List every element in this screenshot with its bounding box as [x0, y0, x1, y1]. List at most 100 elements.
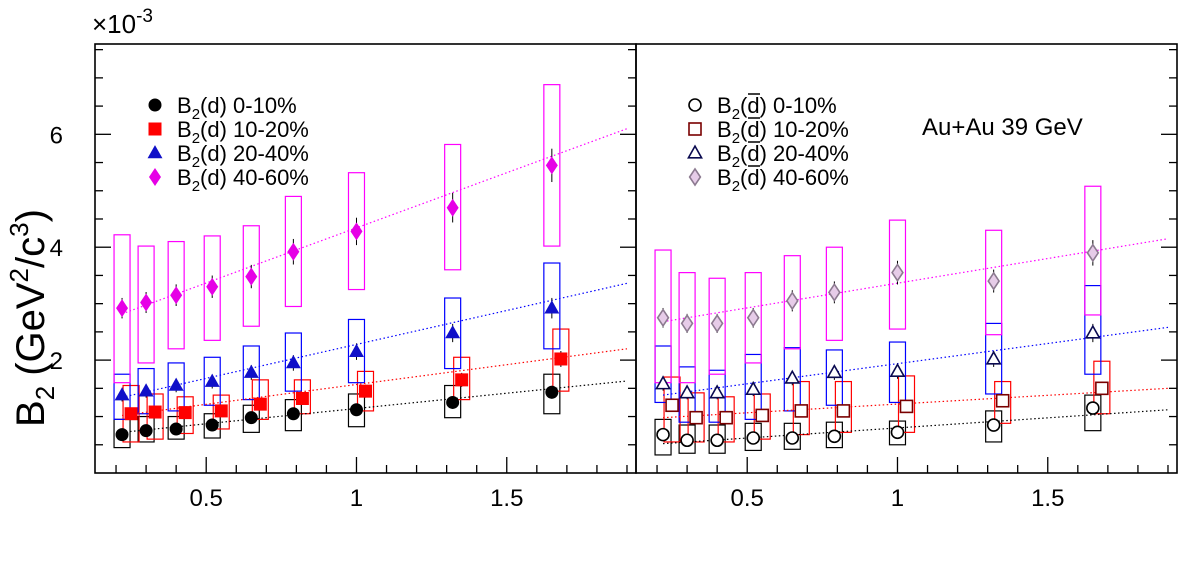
data-point: [170, 286, 183, 305]
sys-band: [203, 356, 221, 406]
x-tick-label: 0.5: [190, 485, 223, 512]
data-point: [148, 405, 162, 419]
data-point: [656, 427, 670, 442]
data-point: [214, 404, 228, 418]
data-point: [139, 424, 153, 438]
panel-right: 0.5 1 1.5 B2(d) 0-10%B2(d) 10-20%B2(d) 20-4…: [635, 43, 1178, 512]
sys-band: [1084, 284, 1102, 375]
fit-line: [662, 326, 1169, 396]
data-point: [719, 410, 733, 425]
legend-marker: [148, 167, 162, 187]
legend-entry: B2(d) 20-40%: [177, 141, 309, 171]
x-tick-label: 1.5: [1031, 485, 1064, 512]
plot-frame: [635, 43, 1178, 474]
sys-band: [744, 272, 762, 364]
legend-marker: [687, 144, 703, 159]
x-tick-label: 1: [891, 485, 904, 512]
sys-band: [137, 245, 155, 364]
data-point: [710, 433, 724, 448]
sys-band: [167, 362, 185, 412]
data-point: [785, 291, 799, 311]
sys-band: [654, 345, 672, 404]
data-point: [206, 277, 219, 296]
legend-entry: B2(d) 0-10%: [717, 93, 837, 123]
data-point: [168, 377, 184, 391]
sys-band: [453, 356, 471, 401]
data-point: [124, 407, 138, 421]
data-point: [828, 282, 841, 302]
sys-band: [543, 84, 561, 247]
data-point: [836, 404, 851, 418]
data-point: [656, 308, 670, 328]
legend-marker: [688, 98, 702, 112]
data-point: [253, 397, 267, 411]
data-point: [679, 384, 696, 399]
data-point: [140, 293, 153, 312]
sys-band: [347, 318, 366, 384]
data-point: [995, 393, 1010, 408]
svg-text:B2(GeV2/c3): B2(GeV2/c3): [4, 209, 60, 427]
sys-band: [985, 229, 1003, 336]
sys-band: [678, 366, 696, 423]
legend: B2(d) 0-10%B2(d) 10-20%B2(d) 20-40%B2(d)…: [687, 93, 849, 195]
fit-line: [121, 282, 628, 398]
legend-entry: B2(d) 40-60%: [717, 165, 849, 195]
data-point: [350, 222, 363, 241]
data-point: [891, 263, 904, 283]
data-point: [285, 355, 301, 369]
data-point: [680, 433, 694, 448]
sys-band: [284, 332, 302, 392]
data-point: [138, 383, 154, 397]
x-tick-label: 1.5: [490, 485, 523, 512]
data-point: [349, 403, 363, 417]
panel-left: 0.5 1 1.5 2 4 6 B2(d) 0-10%B2(d) 10-20%B2(d) 2…: [50, 43, 637, 512]
sys-band: [783, 422, 801, 450]
legend-marker: [688, 122, 702, 136]
data-point: [826, 363, 843, 379]
fit-line: [121, 128, 628, 315]
data-point: [545, 156, 558, 175]
data-point: [785, 431, 800, 445]
sys-band: [203, 235, 221, 341]
sys-band: [753, 393, 771, 440]
data-point: [359, 384, 372, 398]
sys-band: [203, 413, 221, 439]
data-point: [889, 362, 906, 377]
data-point: [689, 410, 703, 425]
legend-marker: [688, 167, 702, 187]
sys-band: [744, 353, 762, 420]
sys-band: [825, 421, 843, 449]
data-point: [985, 350, 1002, 365]
legend-marker: [148, 98, 162, 112]
legend-marker: [147, 145, 163, 159]
legend-entry: B2(d) 10-20%: [717, 117, 849, 147]
legend-entry: B2(d) 0-10%: [177, 93, 297, 123]
legend: B2(d) 0-10%B2(d) 10-20%B2(d) 20-40%B2(d)…: [147, 93, 309, 195]
sys-band: [1084, 394, 1102, 432]
sys-band: [897, 375, 916, 433]
data-point: [899, 399, 914, 414]
data-point: [445, 325, 461, 339]
data-point: [116, 299, 129, 318]
sys-band: [1093, 360, 1111, 415]
data-point: [544, 300, 560, 314]
data-point: [286, 407, 300, 421]
data-point: [746, 431, 761, 445]
sys-band: [1084, 185, 1102, 316]
data-point: [169, 422, 183, 436]
sys-band: [985, 322, 1003, 395]
data-point: [115, 428, 129, 442]
data-point: [114, 387, 130, 401]
sys-band: [985, 410, 1003, 443]
sys-band: [783, 347, 801, 412]
data-point: [455, 373, 469, 387]
data-point: [349, 343, 364, 357]
data-point: [446, 198, 459, 217]
data-point: [745, 380, 762, 396]
fit-line: [663, 387, 1169, 419]
sys-band: [212, 394, 230, 430]
data-point: [784, 369, 801, 384]
y-axis-exponent: ×10-3: [92, 6, 153, 39]
sys-band: [654, 418, 672, 456]
legend-entry: B2(d) 40-60%: [177, 165, 309, 195]
